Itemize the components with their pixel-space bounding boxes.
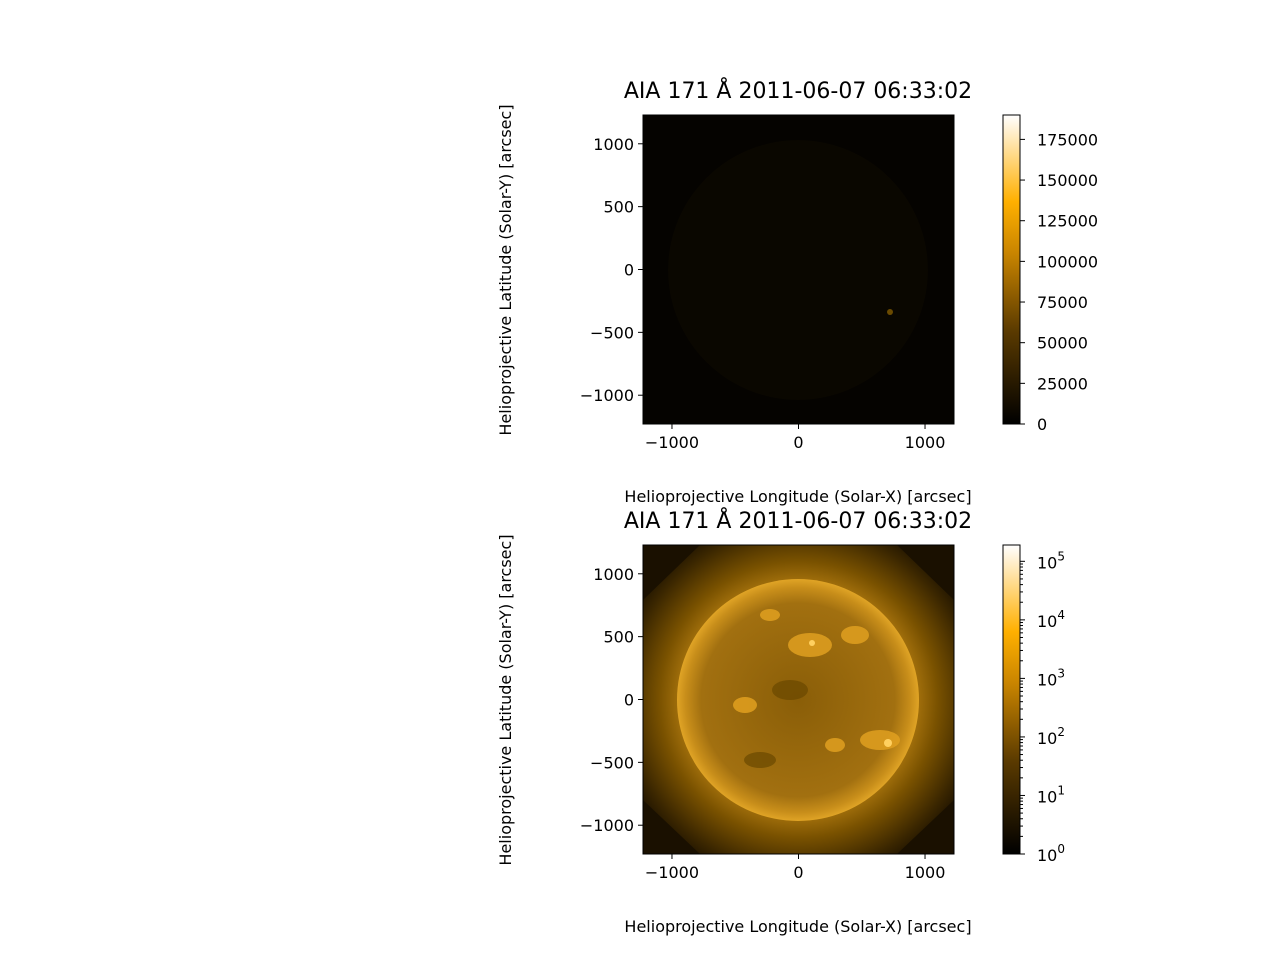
x-tick-label: 1000 — [905, 433, 946, 452]
bottom-image-content — [643, 545, 954, 854]
colorbar-tick-label: 105 — [1037, 549, 1065, 572]
colorbar-tick-label: 101 — [1037, 783, 1065, 806]
y-tick-label: 500 — [603, 628, 634, 647]
top-image-content — [668, 140, 928, 400]
x-tick-label: 1000 — [905, 863, 946, 882]
top-colorbar-ticks: 175000 150000 125000 100000 75000 50000 25000 0 — [1020, 130, 1098, 434]
active-region — [841, 626, 869, 644]
active-region — [860, 730, 900, 750]
y-tick-label: 0 — [624, 261, 634, 280]
y-tick-label: 500 — [603, 198, 634, 217]
colorbar-tick-label: 103 — [1037, 666, 1065, 689]
dark-region — [772, 680, 808, 700]
bright-point — [884, 739, 892, 747]
x-tick-label: −1000 — [645, 433, 699, 452]
colorbar-tick-label: 100000 — [1037, 252, 1098, 271]
colorbar-tick-label: 75000 — [1037, 293, 1088, 312]
top-chart-title: AIA 171 Å 2011-06-07 06:33:02 — [624, 77, 972, 104]
colorbar-tick-exponent: 4 — [1057, 608, 1065, 622]
colorbar-tick-base: 10 — [1037, 787, 1057, 806]
active-region — [825, 738, 845, 752]
colorbar-tick-base: 10 — [1037, 846, 1057, 865]
colorbar-tick-label: 150000 — [1037, 171, 1098, 190]
colorbar-tick-base: 10 — [1037, 612, 1057, 631]
colorbar-tick-label: 100 — [1037, 842, 1065, 865]
y-tick-label: 1000 — [593, 135, 634, 154]
y-tick-label: −500 — [590, 323, 634, 342]
top-colorbar — [1002, 114, 1021, 425]
y-tick-label: 0 — [624, 691, 634, 710]
sun-disk — [677, 579, 919, 821]
top-bright-region — [887, 309, 893, 315]
bright-point — [809, 640, 815, 646]
top-sun-disk — [668, 140, 928, 400]
colorbar-tick-label: 175000 — [1037, 130, 1098, 149]
top-y-axis-label: Helioprojective Latitude (Solar-Y) [arcs… — [496, 104, 515, 435]
top-y-ticks: 1000 500 0 −500 −1000 — [580, 135, 643, 405]
bottom-x-ticks: −1000 0 1000 — [645, 854, 945, 882]
y-tick-label: −1000 — [580, 386, 634, 405]
colorbar-tick-label: 0 — [1037, 415, 1047, 434]
y-tick-label: −500 — [590, 753, 634, 772]
colorbar-tick-base: 10 — [1037, 670, 1057, 689]
bottom-x-axis-label: Helioprojective Longitude (Solar-X) [arc… — [624, 917, 971, 936]
dark-region — [744, 752, 776, 768]
colorbar-tick-label: 102 — [1037, 725, 1065, 748]
colorbar-tick-label: 125000 — [1037, 212, 1098, 231]
colorbar-tick-exponent: 2 — [1057, 725, 1065, 739]
colorbar-tick-label: 50000 — [1037, 334, 1088, 353]
bottom-y-axis-label: Helioprojective Latitude (Solar-Y) [arcs… — [496, 534, 515, 865]
colorbar-tick-label: 104 — [1037, 608, 1065, 631]
dark-regions — [744, 680, 808, 768]
colorbar-tick-exponent: 1 — [1057, 783, 1065, 797]
x-tick-label: 0 — [793, 433, 803, 452]
top-panel: AIA 171 Å 2011-06-07 06:33:02 −1000 0 1000… — [496, 77, 1098, 506]
bright-points — [809, 640, 892, 747]
colorbar-tick-exponent: 0 — [1057, 842, 1065, 856]
bottom-chart-title: AIA 171 Å 2011-06-07 06:33:02 — [624, 507, 972, 534]
colorbar-tick-exponent: 3 — [1057, 666, 1065, 680]
top-x-axis-label: Helioprojective Longitude (Solar-X) [arc… — [624, 487, 971, 506]
colorbar-tick-base: 10 — [1037, 553, 1057, 572]
bottom-colorbar — [1002, 544, 1021, 855]
colorbar-tick-label: 25000 — [1037, 374, 1088, 393]
x-tick-label: 0 — [793, 863, 803, 882]
x-tick-label: −1000 — [645, 863, 699, 882]
y-tick-label: 1000 — [593, 565, 634, 584]
y-tick-label: −1000 — [580, 816, 634, 835]
colorbar-tick-base: 10 — [1037, 729, 1057, 748]
bottom-panel: AIA 171 Å 2011-06-07 06:33:02 — [496, 507, 1065, 936]
colorbar-tick-exponent: 5 — [1057, 549, 1065, 563]
active-region — [733, 697, 757, 713]
bottom-y-ticks: 1000 500 0 −500 −1000 — [580, 565, 643, 835]
active-region — [760, 609, 780, 621]
top-x-ticks: −1000 0 1000 — [645, 424, 945, 452]
